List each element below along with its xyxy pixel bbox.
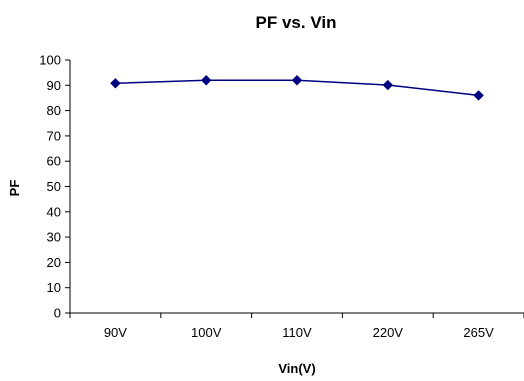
x-tick-label: 265V (463, 325, 494, 340)
data-point (200, 75, 212, 86)
x-tick-label: 110V (282, 325, 312, 340)
y-tick-label: 0 (54, 306, 61, 321)
x-tick-label: 90V (104, 325, 127, 340)
x-axis-label: Vin(V) (278, 361, 315, 376)
y-tick-label: 60 (47, 154, 61, 169)
y-tick-label: 30 (47, 230, 61, 245)
x-tick-label: 220V (373, 325, 404, 340)
data-point (473, 90, 484, 101)
y-tick-label: 100 (39, 53, 61, 68)
data-point (382, 79, 394, 91)
y-tick-label: 20 (47, 255, 61, 270)
y-axis: 0 10 20 30 40 50 60 70 80 90 100 (39, 53, 71, 321)
y-tick-label: 90 (47, 78, 61, 93)
y-tick-label: 80 (47, 103, 61, 118)
chart-title: PF vs. Vin (256, 13, 337, 32)
y-axis-label: PF (7, 180, 22, 197)
y-tick-label: 40 (47, 204, 61, 219)
y-tick-label: 50 (47, 179, 61, 194)
data-point (291, 75, 303, 86)
x-axis: 90V 100V 110V 220V 265V (69, 312, 524, 340)
y-tick-label: 10 (47, 280, 61, 295)
y-tick-label: 70 (47, 128, 61, 143)
x-tick-label: 100V (191, 325, 222, 340)
series-group (110, 75, 484, 101)
data-point (110, 78, 121, 89)
